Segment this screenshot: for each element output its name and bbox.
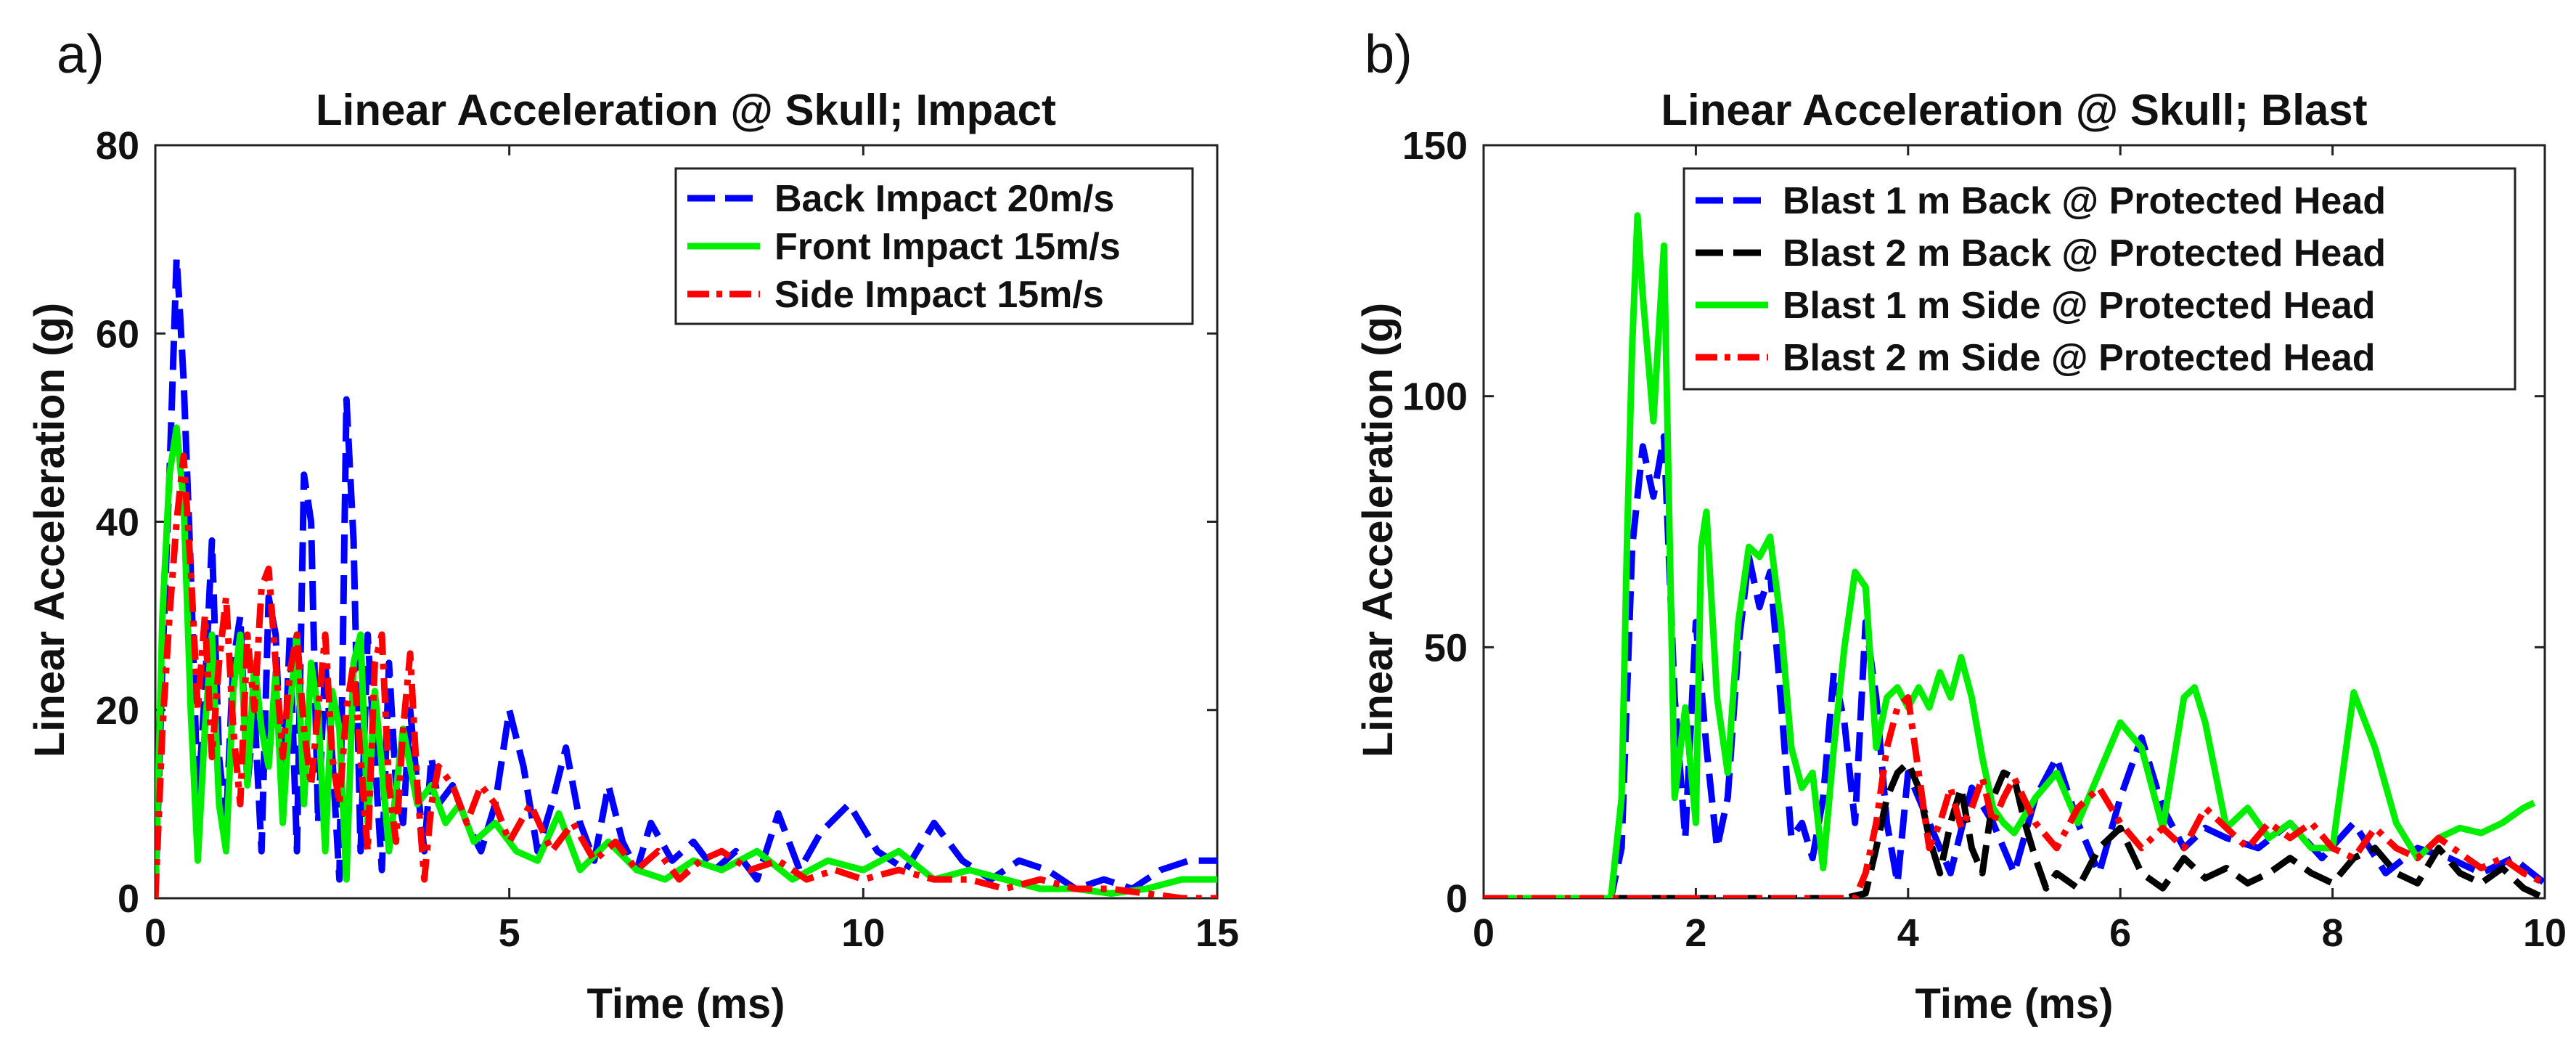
panel-b-series-line-4 bbox=[1484, 694, 2545, 898]
panel-a-legend-label-1: Back Impact 20m/s bbox=[774, 178, 1114, 220]
panel-a: a) Linear Acceleration @ Skull; Impact T… bbox=[26, 24, 1239, 1027]
panel-a-ylabel: Linear Acceleration (g) bbox=[26, 303, 73, 757]
panel-b-title: Linear Acceleration @ Skull; Blast bbox=[1661, 86, 2367, 134]
panel-a-ytick-label: 0 bbox=[118, 877, 139, 921]
panel-b-xtick-label: 6 bbox=[2109, 911, 2131, 955]
panel-b-xtick-label: 2 bbox=[1685, 911, 1706, 955]
panel-a-legend-box bbox=[674, 167, 1194, 325]
panel-b-label: b) bbox=[1365, 24, 1412, 84]
panel-b-legend-box bbox=[1682, 167, 2516, 391]
panel-b-ylabel: Linear Acceleration (g) bbox=[1354, 303, 1402, 757]
panel-b-series-line-2 bbox=[1484, 759, 2545, 898]
panel-b-xtick-label: 4 bbox=[1897, 911, 1919, 955]
panel-b-xlabel: Time (ms) bbox=[1915, 980, 2114, 1027]
panel-a-xtick-label: 0 bbox=[144, 911, 166, 955]
panel-a-title: Linear Acceleration @ Skull; Impact bbox=[316, 86, 1056, 134]
panel-b-legend-label-2: Blast 2 m Back @ Protected Head bbox=[1783, 232, 2386, 274]
panel-b-legend-label-4: Blast 2 m Side @ Protected Head bbox=[1783, 337, 2376, 379]
panel-b-ytick-label: 150 bbox=[1402, 124, 1468, 168]
panel-b-ytick-label: 50 bbox=[1424, 626, 1468, 670]
panel-a-ytick-label: 40 bbox=[96, 501, 139, 545]
panel-b-ytick-label: 100 bbox=[1402, 375, 1468, 419]
panel-b-legend-label-1: Blast 1 m Back @ Protected Head bbox=[1783, 180, 2386, 222]
panel-a-legend: Back Impact 20m/s Front Impact 15m/s Side … bbox=[674, 167, 1194, 325]
panel-b: b) Linear Acceleration @ Skull; Blast Ti… bbox=[1354, 24, 2567, 1027]
panel-a-ytick-label: 60 bbox=[96, 312, 139, 356]
panel-a-ytick-label: 80 bbox=[96, 124, 139, 168]
panel-a-xtick-label: 15 bbox=[1195, 911, 1239, 955]
panel-b-legend: Blast 1 m Back @ Protected Head Blast 2 m… bbox=[1682, 167, 2516, 391]
panel-b-legend-label-3: Blast 1 m Side @ Protected Head bbox=[1783, 285, 2376, 327]
panel-a-plot-area bbox=[155, 255, 1217, 898]
panel-b-axes-box bbox=[1482, 144, 2546, 900]
panel-a-label: a) bbox=[57, 24, 105, 84]
panel-a-legend-label-2: Front Impact 15m/s bbox=[774, 226, 1121, 268]
panel-a-xtick-label: 5 bbox=[499, 911, 520, 955]
panel-a-ytick-label: 20 bbox=[96, 689, 139, 733]
panel-b-xtick-label: 8 bbox=[2322, 911, 2344, 955]
panel-b-xtick-label: 10 bbox=[2523, 911, 2567, 955]
panel-b-ytick-label: 0 bbox=[1446, 877, 1468, 921]
panel-a-series-line-1 bbox=[155, 255, 1217, 898]
panel-a-xlabel: Time (ms) bbox=[587, 980, 785, 1027]
panel-b-xtick-label: 0 bbox=[1473, 911, 1495, 955]
panel-b-plot-area bbox=[1484, 212, 2545, 898]
panel-a-xtick-label: 10 bbox=[841, 911, 885, 955]
panel-a-legend-label-3: Side Impact 15m/s bbox=[774, 274, 1104, 316]
panel-a-series-line-2 bbox=[155, 424, 1217, 898]
panel-a-series-line-3 bbox=[155, 452, 1217, 898]
